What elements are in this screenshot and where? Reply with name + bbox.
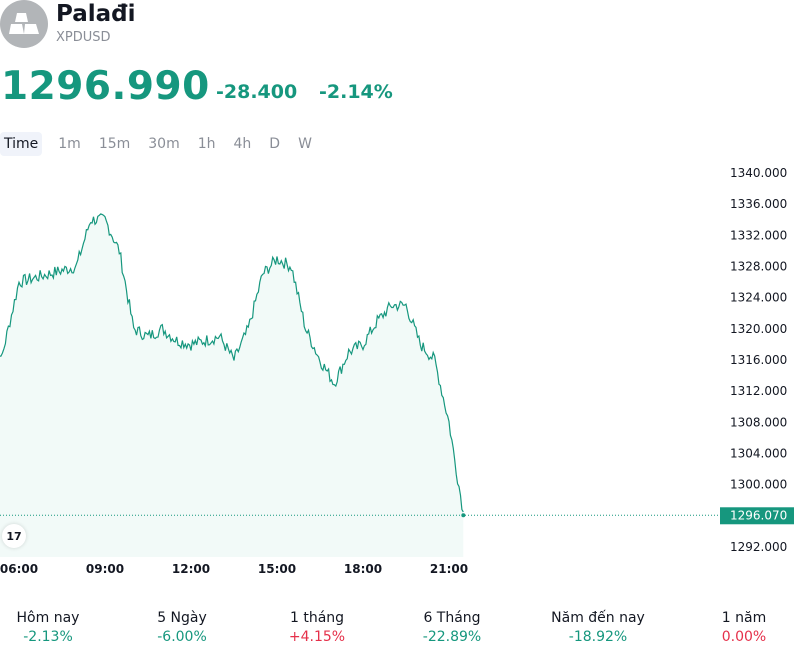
perf-1-year[interactable]: 1 năm 0.00%	[684, 608, 800, 646]
y-axis-tick: 1332.000	[730, 228, 787, 242]
performance-row: Hôm nay -2.13% 5 Ngày -6.00% 1 tháng +4.…	[0, 608, 800, 652]
timeframe-tabs: Time 1m 15m 30m 1h 4h D W	[0, 132, 322, 156]
tab-4h[interactable]: 4h	[233, 136, 252, 152]
perf-value: -22.89%	[422, 629, 482, 645]
price-area-fill	[0, 213, 464, 557]
symbol-header: Palađi XPDUSD	[0, 0, 800, 50]
perf-value: -2.13%	[23, 629, 73, 645]
perf-ytd[interactable]: Năm đến nay -18.92%	[538, 608, 658, 646]
last-price-dot	[461, 513, 466, 518]
tradingview-logo-icon[interactable]: 17	[2, 524, 26, 548]
y-axis-tick: 1320.000	[730, 322, 787, 336]
y-axis-tick: 1336.000	[730, 197, 787, 211]
x-axis-tick: 12:00	[172, 562, 210, 576]
y-axis-tick: 1312.000	[730, 384, 787, 398]
perf-label: 6 Tháng	[423, 610, 481, 626]
perf-6-months[interactable]: 6 Tháng -22.89%	[392, 608, 512, 646]
x-axis-tick: 18:00	[344, 562, 382, 576]
metal-bars-icon	[0, 0, 48, 48]
instrument-symbol: XPDUSD	[56, 30, 111, 45]
tab-d[interactable]: D	[269, 136, 281, 152]
y-axis-tick: 1328.000	[730, 260, 787, 274]
tab-30m[interactable]: 30m	[148, 136, 180, 152]
last-price: 1296.990	[1, 64, 210, 109]
perf-today[interactable]: Hôm nay -2.13%	[0, 608, 108, 646]
price-line	[0, 213, 464, 513]
perf-label: Năm đến nay	[551, 610, 645, 626]
perf-1-month[interactable]: 1 tháng +4.15%	[257, 608, 377, 646]
x-axis-tick: 15:00	[258, 562, 296, 576]
y-axis-tick: 1308.000	[730, 415, 787, 429]
tab-1h[interactable]: 1h	[197, 136, 216, 152]
x-axis-tick: 06:00	[0, 562, 38, 576]
perf-value: +4.15%	[288, 629, 346, 645]
perf-label: Hôm nay	[16, 610, 80, 626]
price-change: -28.400	[216, 81, 298, 103]
x-axis-tick: 09:00	[86, 562, 124, 576]
y-axis-tick: 1300.000	[730, 478, 787, 492]
y-axis-tick: 1324.000	[730, 291, 787, 305]
perf-value: 0.00%	[721, 629, 767, 645]
instrument-title: Palađi	[56, 1, 136, 27]
last-price-label: 1296.070	[730, 508, 787, 522]
y-axis-tick: 1304.000	[730, 447, 787, 461]
y-axis-tick: 1292.000	[730, 540, 787, 554]
y-axis-tick: 1340.000	[730, 166, 787, 180]
price-chart[interactable]: 1340.000 1336.000 1332.000 1328.000 1324.000…	[0, 160, 800, 590]
x-axis-tick: 21:00	[430, 562, 468, 576]
tab-w[interactable]: W	[298, 136, 312, 152]
tab-1m[interactable]: 1m	[58, 136, 81, 152]
y-axis-tick: 1316.000	[730, 353, 787, 367]
price-row: 1296.990 -28.400 -2.14%	[0, 64, 800, 110]
perf-5-days[interactable]: 5 Ngày -6.00%	[122, 608, 242, 646]
tab-15m[interactable]: 15m	[98, 136, 131, 152]
price-chart-svg[interactable]: 1340.000 1336.000 1332.000 1328.000 1324.000…	[0, 160, 800, 590]
perf-label: 5 Ngày	[157, 610, 207, 626]
tab-time[interactable]: Time	[0, 132, 43, 156]
last-price-badge	[720, 507, 794, 525]
perf-label: 1 năm	[721, 610, 767, 626]
perf-label: 1 tháng	[289, 610, 345, 626]
perf-value: -6.00%	[157, 629, 207, 645]
perf-value: -18.92%	[568, 629, 628, 645]
price-change-percent: -2.14%	[319, 81, 393, 103]
